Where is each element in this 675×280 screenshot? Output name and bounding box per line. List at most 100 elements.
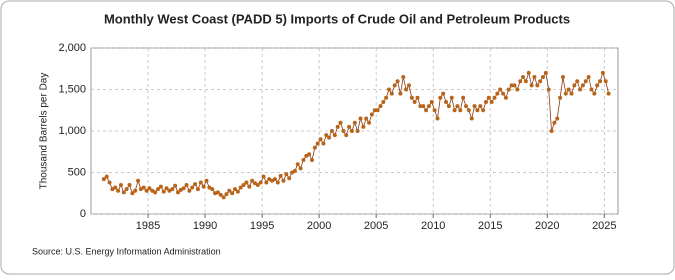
data-point (344, 133, 349, 138)
data-point (389, 91, 394, 96)
data-point (347, 124, 352, 129)
data-point (475, 108, 480, 113)
data-point (512, 83, 517, 88)
data-point (549, 129, 554, 133)
data-point (310, 158, 315, 163)
x-tick-label: 1985 (136, 220, 160, 232)
data-point (509, 83, 514, 88)
data-point (292, 168, 297, 173)
data-point (230, 191, 235, 196)
data-point (121, 190, 126, 195)
data-point (558, 95, 563, 100)
data-point (429, 99, 434, 104)
data-point (589, 87, 594, 92)
data-point (563, 91, 568, 96)
data-point (327, 135, 332, 140)
data-point (361, 124, 366, 129)
y-tick-label: 0 (80, 208, 86, 220)
data-point (341, 129, 346, 133)
data-point (358, 116, 363, 121)
x-tick-label: 2005 (364, 220, 388, 232)
x-tick-label: 1990 (193, 220, 217, 232)
data-point (153, 190, 158, 195)
data-point (478, 104, 483, 109)
data-point (264, 180, 269, 185)
data-point (406, 83, 411, 88)
data-point (580, 83, 585, 88)
series-line (103, 71, 609, 198)
x-tick-label: 2025 (592, 220, 616, 232)
data-point (241, 182, 246, 187)
data-point (583, 79, 588, 84)
data-point (156, 187, 161, 192)
data-point (218, 192, 223, 197)
data-point (113, 185, 118, 190)
data-point (170, 187, 175, 192)
data-point (195, 187, 200, 192)
data-point (272, 177, 277, 182)
data-point (301, 158, 306, 163)
data-point (127, 182, 132, 187)
data-point (144, 188, 149, 193)
data-point (221, 195, 226, 200)
data-point (224, 192, 229, 197)
data-point (452, 108, 457, 113)
data-point (227, 188, 232, 193)
data-point (204, 178, 209, 183)
data-point (483, 99, 488, 104)
data-point (233, 187, 238, 192)
data-point (600, 70, 605, 75)
data-point (244, 180, 249, 185)
data-point (540, 75, 545, 80)
y-tick-label: 1,500 (58, 83, 86, 95)
data-point (552, 120, 557, 125)
data-point (215, 190, 220, 195)
data-point (284, 172, 289, 177)
data-point (415, 95, 420, 100)
data-point (521, 75, 526, 80)
data-point (104, 174, 109, 179)
data-point (235, 189, 240, 194)
data-point (349, 129, 354, 133)
data-point (538, 79, 543, 84)
data-point (141, 185, 146, 190)
data-point (529, 83, 534, 88)
x-tick-label: 2000 (307, 220, 331, 232)
data-point (395, 79, 400, 84)
data-point (469, 116, 474, 121)
data-point (335, 124, 340, 129)
data-point (332, 133, 337, 138)
data-point (255, 182, 260, 187)
data-point (381, 99, 386, 104)
data-point (315, 141, 320, 146)
data-point (161, 189, 166, 194)
data-point (404, 87, 409, 92)
data-point (438, 95, 443, 100)
data-point (501, 91, 506, 96)
data-point (173, 183, 178, 188)
data-point (412, 99, 417, 104)
x-tick-label: 2015 (478, 220, 502, 232)
data-point (592, 91, 597, 96)
data-point (464, 104, 469, 109)
data-point (481, 108, 486, 113)
data-point (298, 166, 303, 171)
data-point (532, 75, 537, 80)
data-point (606, 91, 611, 96)
data-point (518, 79, 523, 84)
data-point (458, 108, 463, 113)
data-point (546, 87, 551, 92)
x-tick-label: 1995 (250, 220, 274, 232)
data-point (295, 162, 300, 167)
data-point (147, 186, 152, 191)
data-point (543, 70, 548, 75)
y-axis-label: Thousand Barrels per Day (39, 73, 50, 190)
data-point (560, 75, 565, 80)
data-point (441, 91, 446, 96)
data-point (435, 116, 440, 121)
data-point (566, 87, 571, 92)
data-point (261, 174, 266, 179)
data-point (367, 120, 372, 125)
data-point (486, 95, 491, 100)
